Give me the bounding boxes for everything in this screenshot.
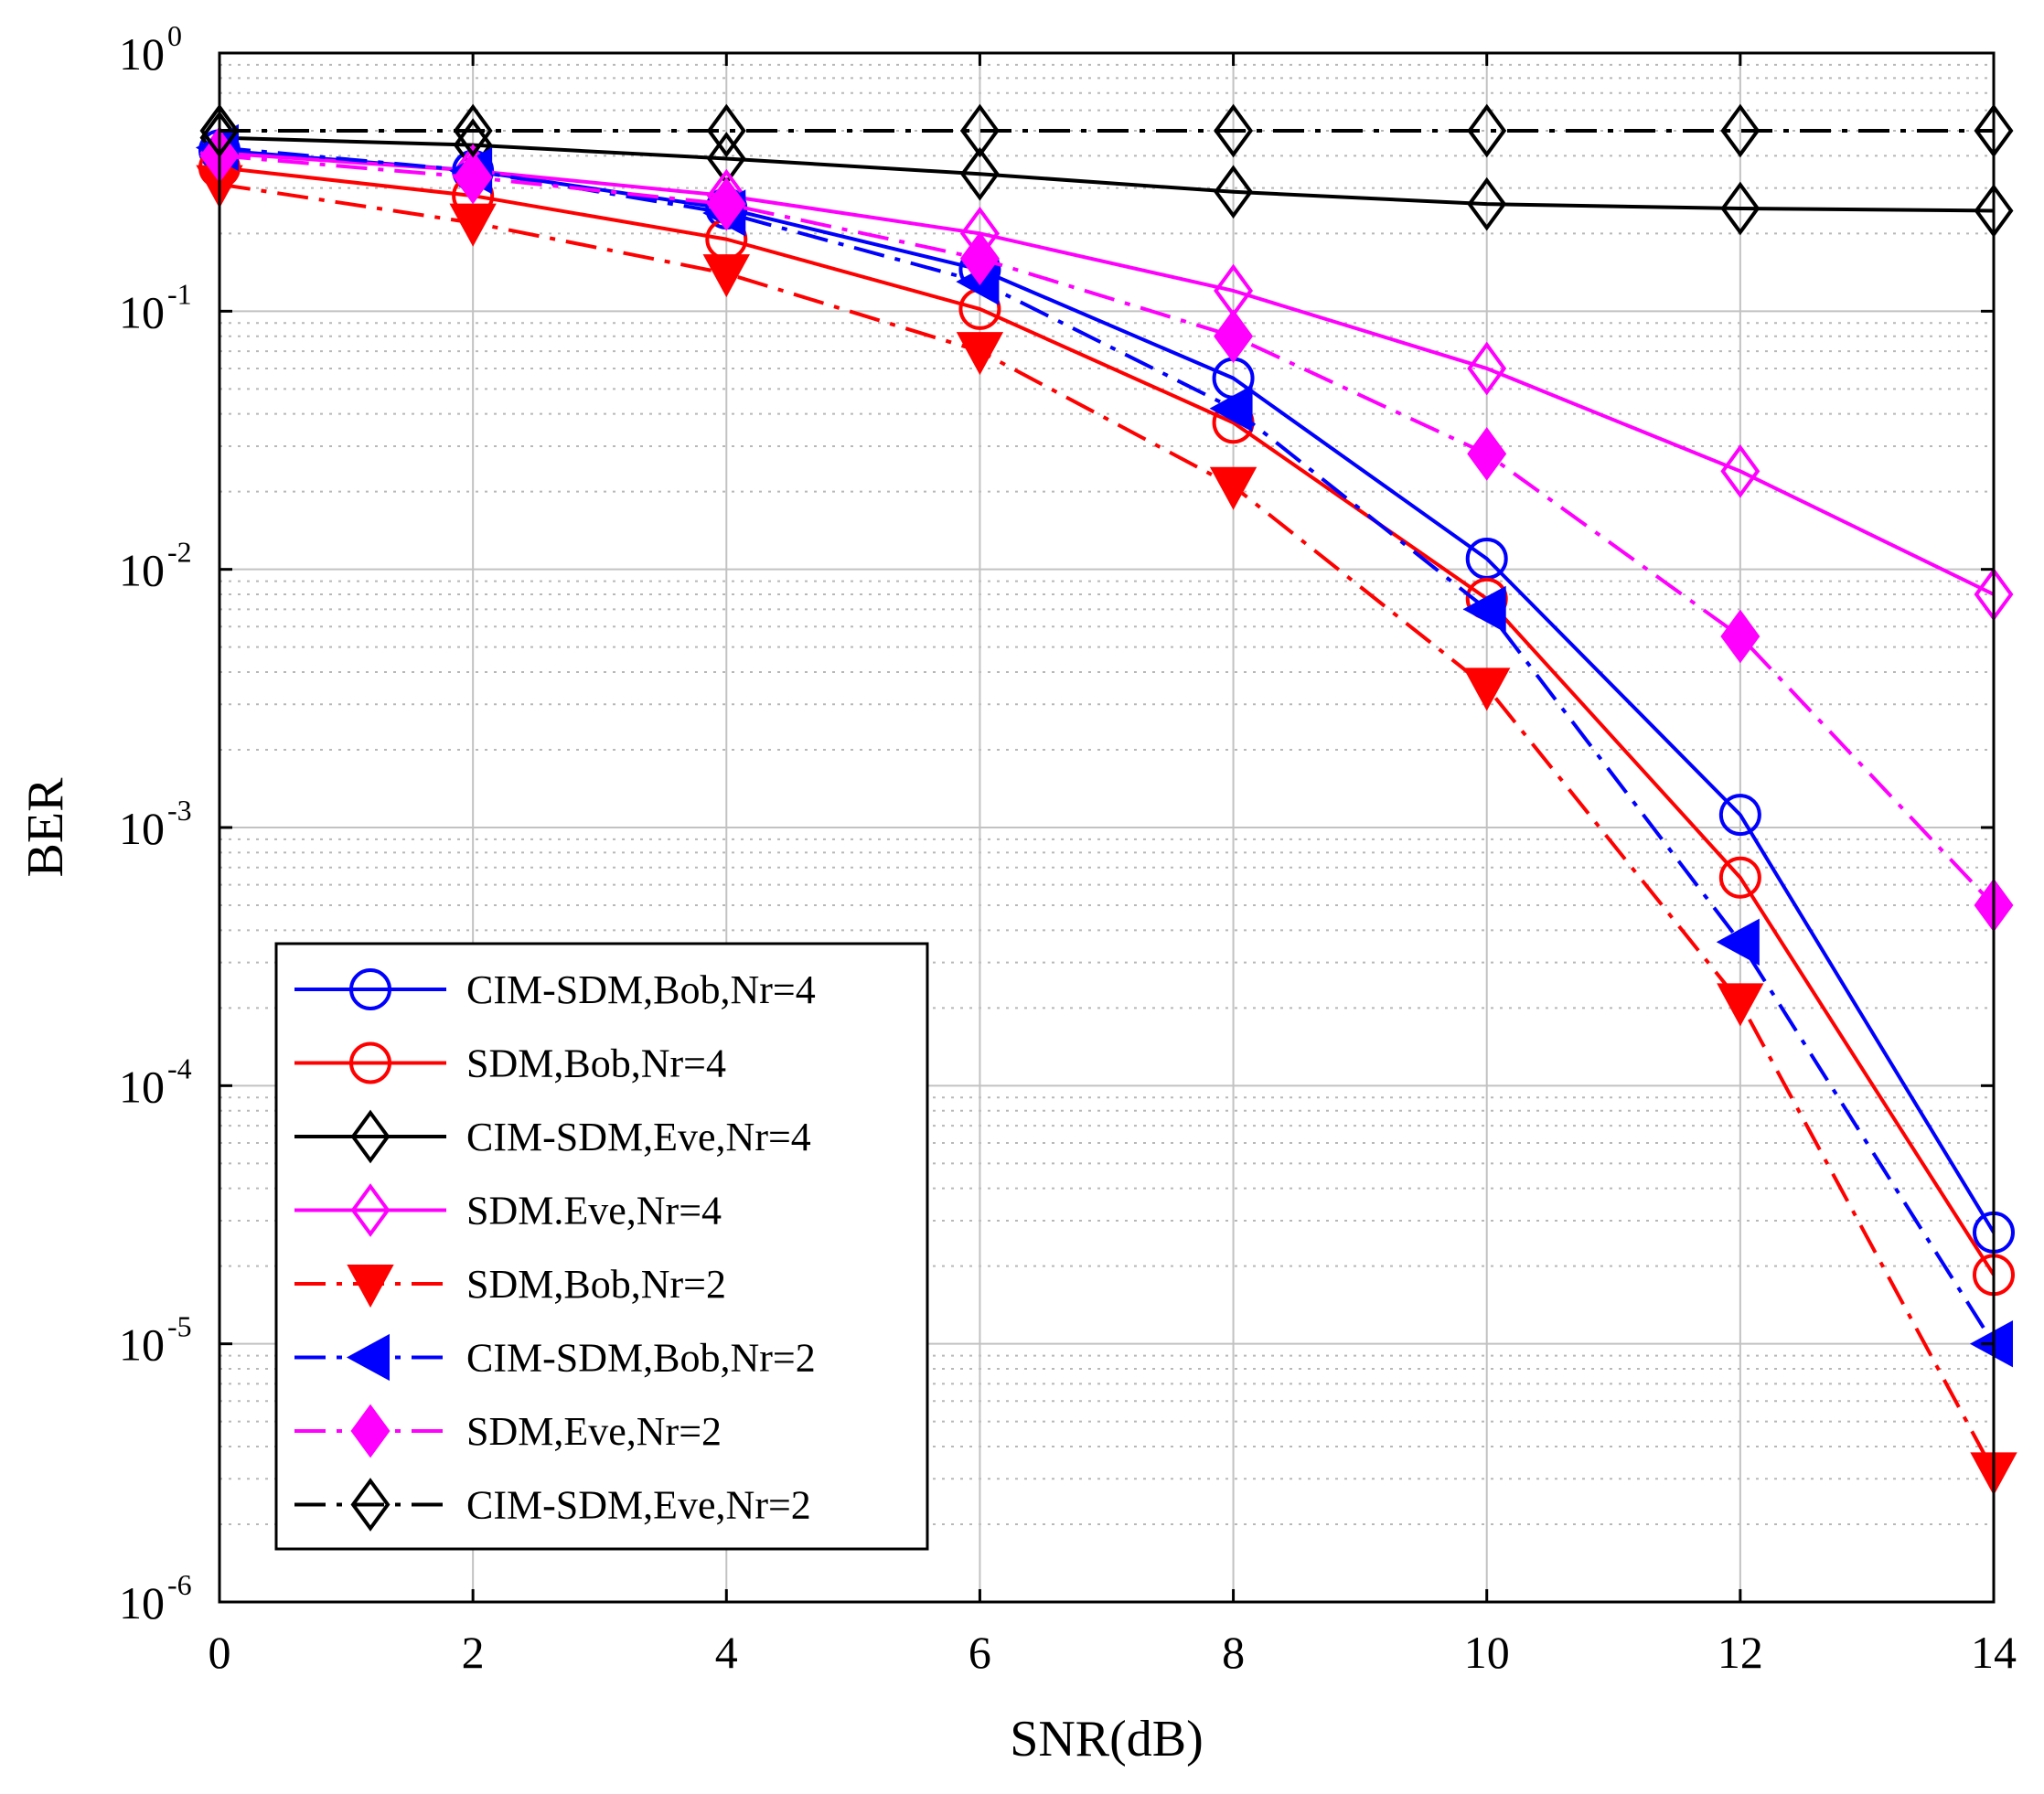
y-axis-label: BER: [17, 777, 74, 878]
legend-entry: CIM-SDM,Bob,Nr=2: [294, 1333, 816, 1382]
marker-triangle-down: [347, 1265, 394, 1308]
legend-box: [274, 942, 929, 1551]
legend-entry: SDM,Bob,Nr=4: [294, 1041, 726, 1086]
legend-label: SDM,Bob,Nr=4: [466, 1041, 726, 1086]
marker-diamond: [1720, 609, 1760, 664]
x-axis-label: SNR(dB): [1010, 1711, 1204, 1767]
legend-entry: SDM,Bob,Nr=2: [294, 1262, 726, 1308]
legend-label: CIM-SDM,Bob,Nr=4: [466, 967, 816, 1012]
legend-label: SDM,Eve,Nr=2: [466, 1409, 722, 1454]
y-tick-exponent: -2: [167, 536, 192, 569]
marker-diamond: [706, 176, 746, 231]
legend-entry: CIM-SDM,Eve,Nr=2: [294, 1478, 811, 1532]
marker-diamond: [453, 150, 493, 205]
y-tick-label: 10: [119, 1577, 165, 1628]
marker-triangle-down: [1717, 983, 1764, 1027]
marker-diamond: [1214, 309, 1254, 364]
y-tick-label: 10: [119, 1061, 165, 1112]
legend-entry: CIM-SDM,Bob,Nr=4: [294, 967, 816, 1012]
y-tick-exponent: -1: [167, 277, 192, 310]
marker-triangle-down: [956, 332, 1004, 376]
marker-diamond: [1467, 176, 1507, 231]
marker-diamond: [453, 103, 493, 158]
series-line: [219, 154, 1996, 907]
marker-diamond: [1720, 181, 1760, 236]
y-tick-label: 10: [119, 803, 165, 854]
marker-diamond: [706, 103, 746, 158]
legend-entry: CIM-SDM,Eve,Nr=4: [294, 1109, 811, 1164]
marker-circle: [349, 1041, 391, 1084]
marker-diamond: [1467, 341, 1507, 396]
marker-diamond: [959, 146, 1000, 201]
x-tick-label: 4: [715, 1627, 738, 1678]
legend-label: CIM-SDM,Bob,Nr=2: [466, 1336, 816, 1381]
y-tick-label: 10: [119, 1319, 165, 1371]
series-line: [219, 145, 1996, 1345]
x-tick-label: 0: [209, 1627, 231, 1678]
series-line: [219, 135, 1995, 213]
marker-diamond: [1467, 103, 1507, 158]
marker-diamond: [1214, 165, 1254, 219]
y-tick-exponent: -4: [167, 1052, 192, 1084]
x-tick-label: 8: [1222, 1627, 1245, 1678]
marker-triangle-down: [702, 254, 750, 298]
x-tick-label: 12: [1718, 1627, 1763, 1678]
legend: CIM-SDM,Bob,Nr=4 SDM,Bob,Nr=4 CIM-SDM,Eve,…: [274, 942, 929, 1551]
marker-triangle-down: [449, 203, 497, 247]
marker-diamond: [1720, 103, 1760, 158]
marker-diamond: [959, 103, 1000, 158]
marker-triangle-left: [1209, 385, 1253, 432]
series-4: [196, 165, 2017, 1496]
legend-entry: SDM.Eve,Nr=4: [294, 1183, 722, 1237]
marker-diamond: [350, 1109, 391, 1164]
marker-diamond: [350, 1404, 391, 1458]
legend-label: CIM-SDM,Eve,Nr=2: [466, 1483, 811, 1528]
x-tick-label: 6: [968, 1627, 991, 1678]
x-tick-label: 2: [462, 1627, 485, 1678]
y-tick-exponent: 0: [167, 19, 182, 52]
legend-entry: SDM,Eve,Nr=2: [294, 1404, 722, 1458]
x-tick-label: 14: [1971, 1627, 2017, 1678]
marker-diamond: [350, 1478, 391, 1532]
y-tick-exponent: -5: [167, 1310, 192, 1343]
marker-circle: [1718, 856, 1761, 899]
y-tick-label: 10: [119, 545, 165, 596]
y-tick-exponent: -3: [167, 794, 192, 827]
marker-triangle-left: [1716, 918, 1760, 966]
x-tick-label: 10: [1464, 1627, 1510, 1678]
marker-triangle-down: [1209, 466, 1257, 510]
marker-circle: [349, 968, 391, 1010]
marker-triangle-left: [1462, 585, 1506, 634]
marker-diamond: [1467, 427, 1507, 481]
marker-circle: [1718, 794, 1761, 837]
series-line: [219, 151, 1995, 596]
legend-label: CIM-SDM,Eve,Nr=4: [466, 1115, 811, 1159]
series-line: [219, 182, 1996, 1473]
y-tick-label: 10: [119, 286, 165, 337]
y-tick-label: 10: [119, 28, 165, 80]
marker-diamond: [959, 231, 1000, 286]
legend-label: SDM,Bob,Nr=2: [466, 1262, 726, 1307]
marker-triangle-down: [1463, 667, 1511, 711]
marker-diamond: [350, 1183, 391, 1237]
marker-diamond: [1720, 443, 1760, 498]
legend-label: SDM.Eve,Nr=4: [466, 1189, 722, 1233]
marker-diamond: [1214, 103, 1254, 158]
series-line: [219, 166, 1996, 1276]
marker-triangle-left: [346, 1333, 390, 1382]
y-tick-exponent: -6: [167, 1568, 192, 1601]
